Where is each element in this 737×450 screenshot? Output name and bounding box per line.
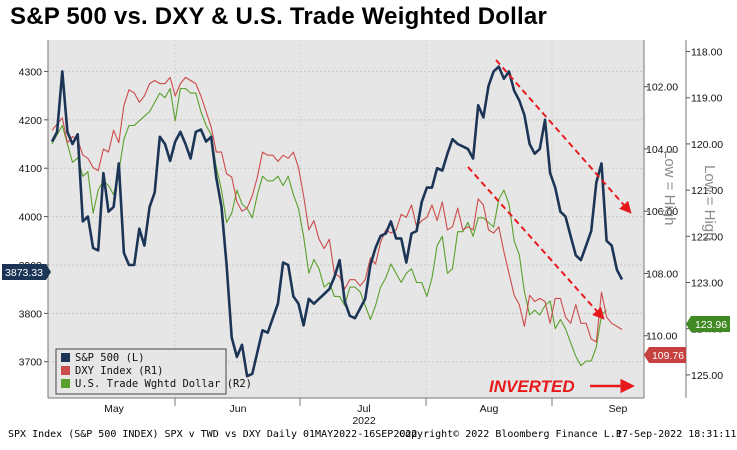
legend-swatch	[61, 353, 70, 362]
inverted-label: INVERTED	[489, 377, 575, 396]
left-tick-label: 3800	[19, 308, 43, 320]
r2-tick-label: 118.00	[691, 47, 722, 59]
x-axis: May Jun Jul Aug Sep 2022	[48, 397, 644, 427]
left-y-axis: 3700380039004000410042004300	[19, 40, 49, 398]
footer-copyright: Copyright© 2022 Bloomberg Finance L.P.	[399, 429, 628, 440]
legend-swatch	[61, 366, 70, 375]
twd-last-value: 123.96	[686, 316, 730, 332]
twd-last-value-text: 123.96	[695, 319, 727, 331]
legend-entry: U.S. Trade Wghtd Dollar (R2)	[75, 378, 252, 390]
x-tick-label: Jul	[357, 403, 370, 415]
dxy-last-value: 109.76	[644, 347, 686, 363]
upper-trend-arrow	[495, 59, 632, 214]
x-tick-label: Jun	[230, 403, 247, 415]
legend-box	[55, 348, 227, 395]
footer-source: SPX Index (S&P 500 INDEX) SPX v TWD vs D…	[8, 429, 418, 440]
legend-swatch	[61, 379, 70, 388]
series-lines	[50, 65, 624, 378]
left-tick-label: 4300	[19, 66, 43, 78]
r2-tick-label: 120.00	[691, 139, 723, 151]
r2-y-axis: 118.00119.00120.00121.00122.00123.00124.…	[685, 40, 723, 398]
dxy-line	[51, 76, 623, 343]
left-tick-label: 3700	[19, 357, 43, 369]
left-tick-label: 4100	[19, 163, 43, 175]
grid-lines	[48, 40, 644, 398]
twd-line	[51, 87, 607, 367]
chart-title: S&P 500 vs. DXY & U.S. Trade Weighted Do…	[10, 3, 547, 30]
last-value-labels: 3873.33 109.76 123.96	[2, 264, 730, 363]
spx-line	[50, 65, 624, 378]
spx-last-value: 3873.33	[2, 264, 51, 280]
x-tick-label: Sep	[609, 403, 628, 415]
legend-entry: DXY Index (R1)	[75, 365, 164, 377]
r1-tick-label: 110.00	[646, 331, 677, 343]
low-high-label-r2: Low = High	[701, 165, 718, 240]
dxy-last-value-text: 109.76	[652, 350, 684, 362]
r2-tick-label: 123.00	[691, 278, 723, 290]
left-tick-label: 4200	[19, 115, 43, 127]
r2-tick-label: 125.00	[691, 370, 723, 382]
left-tick-label: 4000	[19, 212, 43, 224]
r1-tick-label: 102.00	[646, 82, 678, 94]
x-tick-label: Aug	[480, 403, 499, 415]
r1-tick-label: 108.00	[646, 268, 678, 280]
r2-tick-label: 122.00	[691, 231, 723, 243]
r2-tick-label: 121.00	[691, 185, 723, 197]
x-axis-year: 2022	[352, 415, 376, 427]
x-tick-label: May	[104, 403, 125, 415]
footer-timestamp: 17-Sep-2022 18:31:11	[616, 429, 737, 440]
spx-last-value-text: 3873.33	[5, 267, 43, 279]
low-high-label-r1: Low = High	[661, 150, 678, 225]
r1-y-axis: 102.00 104.00 106.00 108.00 110.00	[643, 40, 678, 398]
trend-arrows	[467, 59, 635, 394]
r1-tick-label: 104.00	[646, 144, 678, 156]
plot-background	[48, 40, 644, 398]
lower-trend-arrow	[467, 166, 605, 320]
legend-entry: S&P 500 (L)	[75, 352, 145, 364]
r1-tick-label: 106.00	[646, 206, 678, 218]
r2-tick-label: 119.00	[691, 93, 722, 105]
legend: S&P 500 (L)DXY Index (R1)U.S. Trade Wght…	[55, 348, 252, 395]
